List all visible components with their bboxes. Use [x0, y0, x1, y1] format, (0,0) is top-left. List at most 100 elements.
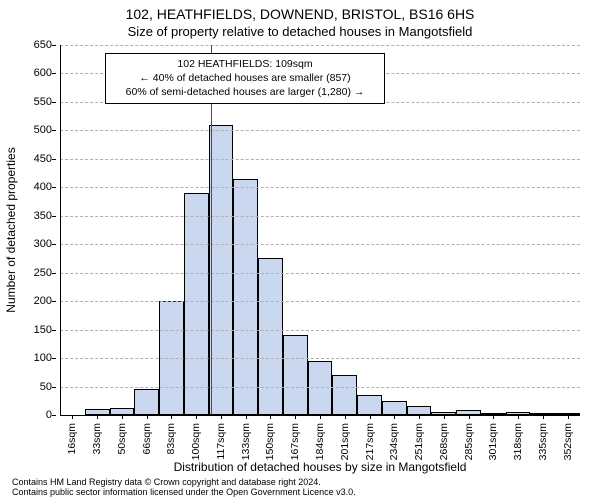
ytick-label: 0 [2, 409, 52, 421]
gridline [60, 216, 580, 217]
histogram-bar [110, 408, 135, 415]
xtick-mark [444, 415, 445, 419]
y-axis-ticks: 050100150200250300350400450500550600650 [0, 45, 56, 415]
gridline [60, 301, 580, 302]
xtick-mark [295, 415, 296, 419]
histogram-bar [332, 375, 357, 415]
xtick-label: 66sqm [141, 423, 153, 455]
xtick-mark [493, 415, 494, 419]
histogram-bar [258, 258, 283, 415]
ytick-mark [52, 216, 56, 217]
xtick-label: 150sqm [264, 423, 276, 460]
ytick-mark [52, 301, 56, 302]
ytick-mark [52, 159, 56, 160]
gridline [60, 159, 580, 160]
xtick-mark [568, 415, 569, 419]
xtick-mark [469, 415, 470, 419]
xtick-mark [320, 415, 321, 419]
histogram-bar [233, 179, 258, 415]
xtick-label: 301sqm [487, 423, 499, 460]
histogram-bar [308, 361, 333, 415]
xtick-label: 16sqm [66, 423, 78, 455]
xtick-label: 234sqm [388, 423, 400, 460]
chart-title-line1: 102, HEATHFIELDS, DOWNEND, BRISTOL, BS16… [0, 6, 600, 22]
histogram-bar [382, 401, 407, 415]
ytick-label: 100 [2, 352, 52, 364]
xtick-label: 251sqm [413, 423, 425, 460]
gridline [60, 45, 580, 46]
gridline [60, 330, 580, 331]
gridline [60, 244, 580, 245]
histogram-bar [357, 395, 382, 415]
ytick-label: 300 [2, 238, 52, 250]
ytick-mark [52, 45, 56, 46]
ytick-mark [52, 130, 56, 131]
ytick-mark [52, 73, 56, 74]
gridline [60, 130, 580, 131]
xtick-mark [147, 415, 148, 419]
x-axis-label: Distribution of detached houses by size … [60, 460, 580, 474]
xtick-mark [246, 415, 247, 419]
gridline [60, 358, 580, 359]
xtick-label: 201sqm [339, 423, 351, 460]
xtick-mark [394, 415, 395, 419]
xtick-label: 217sqm [364, 423, 376, 460]
ytick-label: 400 [2, 181, 52, 193]
annotation-box: 102 HEATHFIELDS: 109sqm ← 40% of detache… [105, 53, 385, 104]
ytick-mark [52, 244, 56, 245]
ytick-mark [52, 415, 56, 416]
xtick-label: 184sqm [314, 423, 326, 460]
ytick-mark [52, 102, 56, 103]
xtick-label: 117sqm [215, 423, 227, 460]
ytick-mark [52, 330, 56, 331]
ytick-mark [52, 187, 56, 188]
xtick-mark [221, 415, 222, 419]
xtick-label: 318sqm [512, 423, 524, 460]
xtick-mark [97, 415, 98, 419]
ytick-label: 500 [2, 124, 52, 136]
footer-attribution: Contains HM Land Registry data © Crown c… [12, 478, 356, 498]
annotation-line2: ← 40% of detached houses are smaller (85… [114, 71, 376, 85]
xtick-label: 352sqm [562, 423, 574, 460]
plot-area: 102 HEATHFIELDS: 109sqm ← 40% of detache… [60, 45, 580, 415]
xtick-mark [171, 415, 172, 419]
x-axis-ticks: 16sqm 33sqm 50sqm 66sqm 83sqm 100sqm 117sqm 133… [60, 415, 580, 465]
annotation-line3: 60% of semi-detached houses are larger (… [114, 85, 376, 99]
xtick-label: 50sqm [116, 423, 128, 455]
histogram-bar [209, 125, 234, 415]
xtick-label: 100sqm [190, 423, 202, 460]
histogram-bar [184, 193, 209, 415]
xtick-label: 83sqm [165, 423, 177, 455]
histogram-bar [407, 406, 432, 415]
gridline [60, 273, 580, 274]
xtick-label: 167sqm [289, 423, 301, 460]
xtick-label: 33sqm [91, 423, 103, 455]
xtick-mark [419, 415, 420, 419]
ytick-label: 450 [2, 153, 52, 165]
ytick-label: 200 [2, 295, 52, 307]
xtick-mark [543, 415, 544, 419]
chart-title-line2: Size of property relative to detached ho… [0, 24, 600, 39]
xtick-mark [370, 415, 371, 419]
annotation-line1: 102 HEATHFIELDS: 109sqm [114, 57, 376, 71]
gridline [60, 387, 580, 388]
ytick-mark [52, 387, 56, 388]
xtick-mark [518, 415, 519, 419]
ytick-label: 350 [2, 210, 52, 222]
y-axis-line [60, 45, 61, 415]
ytick-label: 550 [2, 96, 52, 108]
xtick-mark [72, 415, 73, 419]
xtick-label: 285sqm [463, 423, 475, 460]
ytick-label: 600 [2, 67, 52, 79]
xtick-mark [196, 415, 197, 419]
xtick-label: 133sqm [240, 423, 252, 460]
ytick-mark [52, 273, 56, 274]
ytick-label: 50 [2, 381, 52, 393]
xtick-label: 335sqm [537, 423, 549, 460]
xtick-mark [345, 415, 346, 419]
ytick-mark [52, 358, 56, 359]
gridline [60, 187, 580, 188]
histogram-bar [283, 335, 308, 415]
ytick-label: 150 [2, 324, 52, 336]
chart-container: 102, HEATHFIELDS, DOWNEND, BRISTOL, BS16… [0, 0, 600, 500]
